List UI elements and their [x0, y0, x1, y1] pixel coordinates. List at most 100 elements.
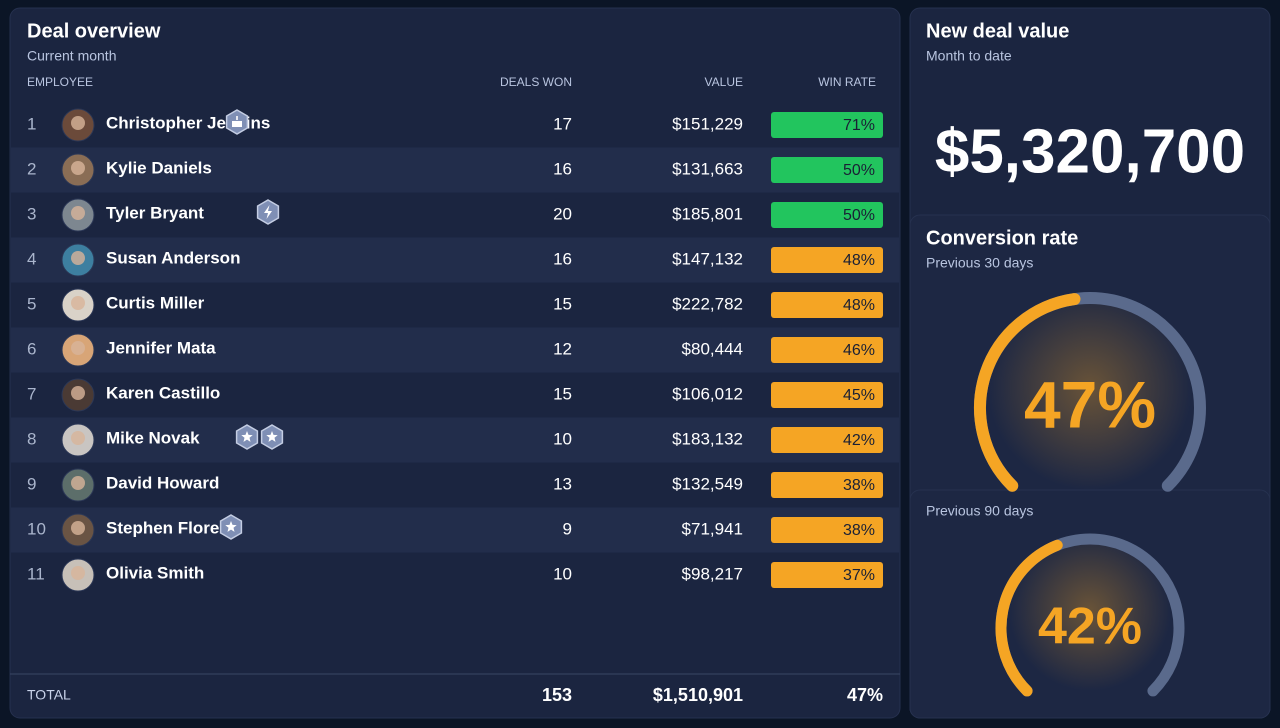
star-glyph [241, 431, 253, 442]
deals-won: 16 [553, 159, 572, 178]
employee-name: Mike Novak [106, 428, 200, 447]
employee-name: Olivia Smith [106, 563, 204, 582]
deals-won: 9 [563, 519, 572, 538]
win-rate: 42% [843, 432, 875, 449]
panel-title: New deal value [926, 20, 1069, 42]
win-rate: 38% [843, 522, 875, 539]
employee-name: Karen Castillo [106, 383, 220, 402]
rank: 8 [27, 429, 36, 448]
win-rate: 37% [843, 567, 875, 584]
rank: 10 [27, 519, 46, 538]
deals-won: 12 [553, 339, 572, 358]
panel-subtitle: Current month [27, 48, 116, 64]
win-rate-cell [771, 562, 883, 588]
avatar-face [71, 386, 85, 400]
gauge-label: 47% [1024, 367, 1156, 441]
deals-won: 15 [553, 384, 572, 403]
panel-title: Conversion rate [926, 227, 1078, 249]
win-rate: 71% [843, 117, 875, 134]
employee-name: Curtis Miller [106, 293, 205, 312]
gauge-value-arc [995, 539, 1063, 697]
rank: 2 [27, 159, 36, 178]
win-rate: 46% [843, 342, 875, 359]
win-rate: 50% [843, 162, 875, 179]
gauge-label: 42% [1038, 598, 1142, 656]
deal-value: $132,549 [672, 474, 743, 493]
win-rate-cell [771, 157, 883, 183]
win-rate: 48% [843, 252, 875, 269]
avatar-face [71, 296, 85, 310]
employee-name: Tyler Bryant [106, 203, 204, 222]
row-band [11, 507, 899, 553]
avatar-face [71, 116, 85, 130]
column-header: EMPLOYEE [27, 75, 93, 89]
win-rate-cell [771, 472, 883, 498]
column-header: DEALS WON [500, 75, 572, 89]
deals-won: 17 [553, 114, 572, 133]
rank: 7 [27, 384, 36, 403]
avatar-face [71, 206, 85, 220]
row-band [11, 327, 899, 373]
employee-name: David Howard [106, 473, 219, 492]
total-value: $1,510,901 [653, 685, 743, 705]
deals-won: 15 [553, 294, 572, 313]
deal-value: $71,941 [682, 519, 743, 538]
avatar-face [71, 161, 85, 175]
rank: 5 [27, 294, 36, 313]
win-rate-cell [771, 202, 883, 228]
cake-candle [236, 116, 238, 120]
rank: 11 [27, 564, 45, 583]
win-rate-cell [771, 382, 883, 408]
deals-won: 10 [553, 564, 572, 583]
rank: 9 [27, 474, 36, 493]
deal-value: $183,132 [672, 429, 743, 448]
rank: 6 [27, 339, 36, 358]
avatar-face [71, 251, 85, 265]
win-rate: 45% [843, 387, 875, 404]
avatar-face [71, 521, 85, 535]
win-rate: 48% [843, 297, 875, 314]
total-label: TOTAL [27, 687, 71, 703]
deals-won: 13 [553, 474, 572, 493]
star-glyph [225, 521, 237, 532]
rank: 1 [27, 114, 36, 133]
avatar-face [71, 566, 85, 580]
big-value: $5,320,700 [935, 117, 1245, 186]
win-rate-cell [771, 112, 883, 138]
win-rate: 38% [843, 477, 875, 494]
employee-name: Susan Anderson [106, 248, 240, 267]
win-rate-cell [771, 292, 883, 318]
rank: 4 [27, 249, 36, 268]
total-deals: 153 [542, 685, 572, 705]
row-band [11, 417, 899, 463]
deal-value: $106,012 [672, 384, 743, 403]
panel-title: Deal overview [27, 20, 161, 42]
cake-glyph [232, 121, 242, 127]
win-rate: 50% [843, 207, 875, 224]
bolt-glyph [264, 205, 272, 219]
gauge-glow [1009, 537, 1171, 699]
total-win-rate: 47% [847, 685, 883, 705]
avatar-face [71, 431, 85, 445]
win-rate-cell [771, 337, 883, 363]
gauge-subtitle: Previous 90 days [926, 503, 1033, 519]
gauge-subtitle: Previous 30 days [926, 255, 1033, 271]
employee-name: Jennifer Mata [106, 338, 216, 357]
employee-name: Kylie Daniels [106, 158, 212, 177]
deals-won: 16 [553, 249, 572, 268]
deal-value: $151,229 [672, 114, 743, 133]
deals-won: 20 [553, 204, 572, 223]
win-rate-cell [771, 247, 883, 273]
rank: 3 [27, 204, 36, 223]
deal-value: $131,663 [672, 159, 743, 178]
row-band [11, 237, 899, 283]
win-rate-cell [771, 427, 883, 453]
deal-value: $185,801 [672, 204, 743, 223]
column-header: VALUE [705, 75, 743, 89]
deal-value: $80,444 [682, 339, 743, 358]
deal-value: $222,782 [672, 294, 743, 313]
avatar-face [71, 341, 85, 355]
gauge-value-arc [974, 293, 1081, 492]
